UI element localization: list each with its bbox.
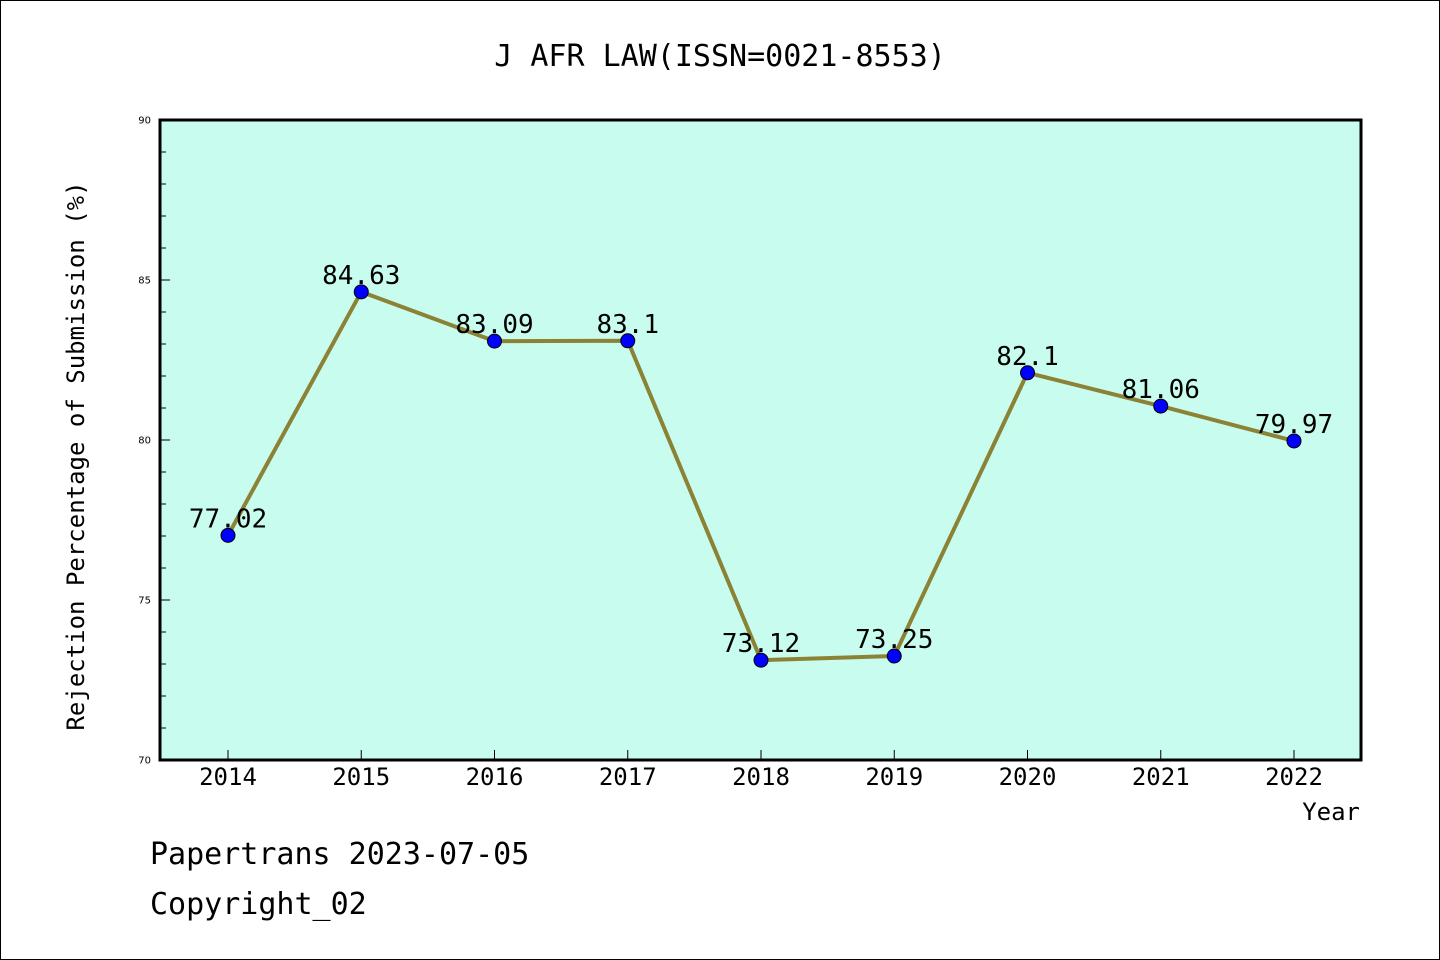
series-group: 77.02 84.63 83.09 83.1 73.12 73.25 82.1 81.06 79… <box>189 261 1333 668</box>
x-tick-label: 2014 <box>199 763 257 791</box>
y-tick-label: 90 <box>138 116 151 127</box>
x-tick-label: 2019 <box>865 763 923 791</box>
data-point <box>1153 398 1169 414</box>
data-point <box>1020 365 1035 381</box>
data-label: 73.25 <box>855 625 933 655</box>
footer-date: Papertrans 2023-07-05 <box>150 837 529 872</box>
data-point <box>753 652 769 668</box>
data-point <box>353 284 369 300</box>
data-label: 73.12 <box>722 629 800 659</box>
data-point <box>487 333 502 349</box>
chart-title: J AFR LAW(ISSN=0021-8553) <box>494 39 946 74</box>
data-label: 83.1 <box>596 310 659 340</box>
x-tick-label: 2018 <box>732 763 790 791</box>
y-axis: 70 75 80 85 90 <box>138 116 170 767</box>
x-tick-label: 2017 <box>599 763 657 791</box>
data-label: 84.63 <box>322 261 400 291</box>
x-tick-label: 2021 <box>1132 763 1190 791</box>
x-tick-label: 2015 <box>332 763 390 791</box>
x-tick-label: 2020 <box>999 763 1057 791</box>
x-axis: 2014 2015 2016 2017 2018 2019 2020 2021 2022 <box>199 750 1323 791</box>
data-point <box>1286 433 1302 449</box>
data-label: 83.09 <box>455 310 533 340</box>
data-point <box>620 333 636 349</box>
y-tick-label: 75 <box>138 596 151 607</box>
data-point <box>220 527 236 543</box>
x-tick-label: 2016 <box>466 763 524 791</box>
x-axis-label: Year <box>1302 798 1360 826</box>
data-point <box>886 648 902 664</box>
x-tick-label: 2022 <box>1265 763 1323 791</box>
data-label: 82.1 <box>996 342 1059 372</box>
data-label: 79.97 <box>1255 410 1333 440</box>
data-label: 77.02 <box>189 504 267 534</box>
y-axis-label: Rejection Percentage of Submission (%) <box>62 181 90 730</box>
y-tick-label: 70 <box>138 756 151 767</box>
data-label: 81.06 <box>1122 375 1200 405</box>
y-tick-label: 80 <box>138 436 151 447</box>
footer-copyright: Copyright_02 <box>150 887 367 922</box>
y-tick-label: 85 <box>138 276 151 287</box>
